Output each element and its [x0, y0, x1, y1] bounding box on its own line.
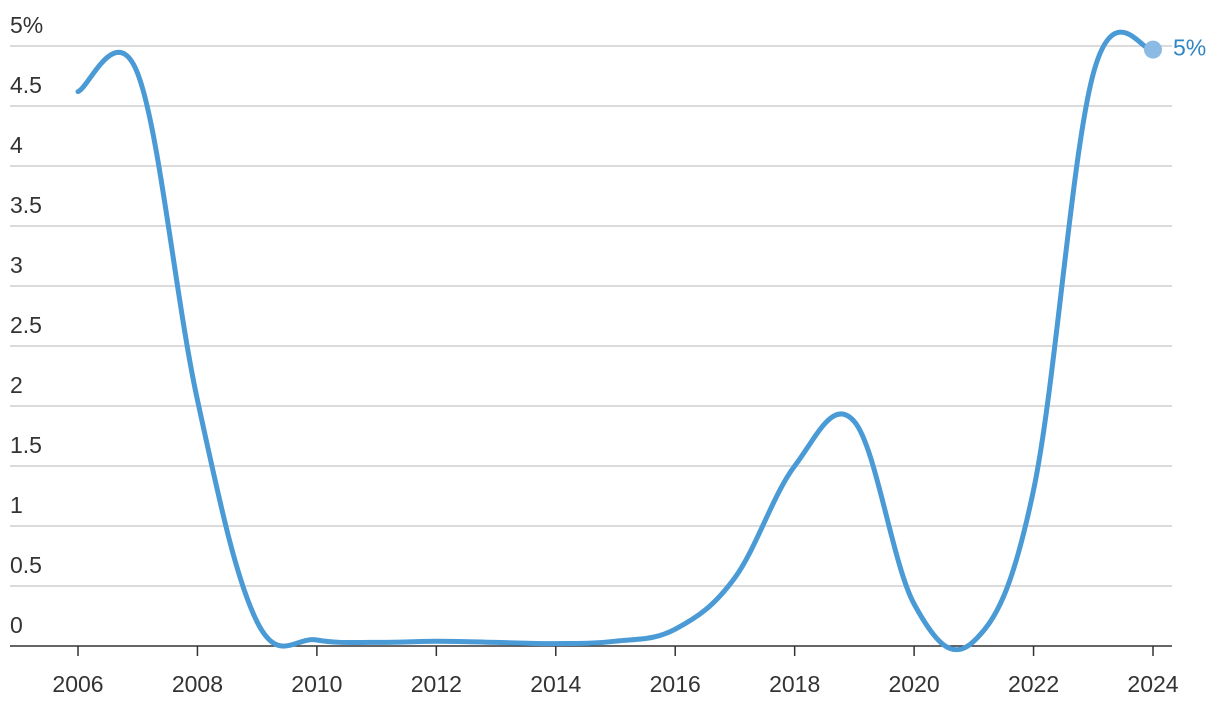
y-tick-label: 2 — [10, 372, 23, 398]
x-tick-label: 2022 — [1008, 671, 1059, 697]
x-tick-label: 2008 — [172, 671, 223, 697]
x-tick-label: 2018 — [769, 671, 820, 697]
y-tick-label: 3 — [10, 252, 23, 278]
x-tick-label: 2012 — [411, 671, 462, 697]
x-tick-label: 2006 — [52, 671, 103, 697]
y-tick-label: 1.5 — [10, 432, 42, 458]
y-tick-label: 5% — [10, 12, 43, 38]
x-tick-label: 2010 — [291, 671, 342, 697]
y-tick-label: 4 — [10, 132, 23, 158]
x-tick-label: 2016 — [650, 671, 701, 697]
y-tick-label: 0 — [10, 612, 23, 638]
y-tick-label: 0.5 — [10, 552, 42, 578]
end-label: 5% — [1173, 35, 1206, 61]
data-line — [75, 29, 1156, 653]
x-tick-label: 2014 — [530, 671, 581, 697]
end-point — [1144, 40, 1162, 59]
y-tick-label: 3.5 — [10, 192, 42, 218]
x-tick-label: 2020 — [889, 671, 940, 697]
y-tick-label: 4.5 — [10, 72, 42, 98]
x-tick-label: 2024 — [1127, 671, 1178, 697]
y-tick-label: 1 — [10, 492, 23, 518]
y-tick-label: 2.5 — [10, 312, 42, 338]
